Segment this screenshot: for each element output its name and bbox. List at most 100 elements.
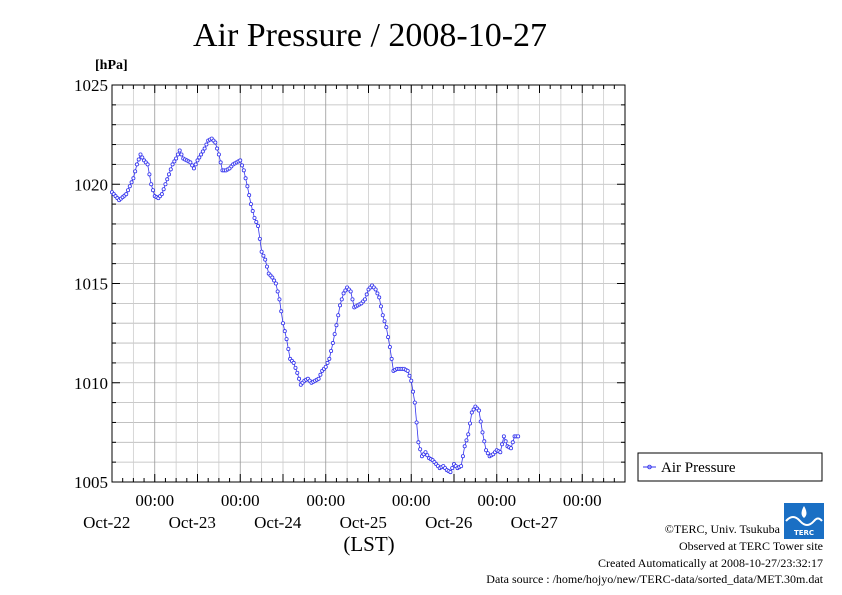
data-point: [177, 148, 182, 153]
credit-created: Created Automatically at 2008-10-27/23:3…: [598, 556, 823, 570]
data-point: [516, 434, 521, 439]
data-point: [165, 177, 170, 182]
data-point: [373, 287, 378, 292]
y-tick-label: 1015: [74, 275, 108, 294]
x-tick-date-label: Oct-23: [169, 513, 216, 532]
data-point: [257, 236, 262, 241]
data-point: [277, 297, 282, 302]
data-point: [484, 448, 489, 453]
data-point: [459, 464, 464, 469]
data-point: [418, 447, 423, 452]
data-point: [501, 434, 506, 439]
data-point: [216, 152, 221, 157]
data-point: [197, 155, 202, 160]
x-tick-date-label: Oct-25: [340, 513, 387, 532]
data-point: [133, 169, 138, 174]
data-point: [329, 348, 334, 353]
x-tick-time-label: 00:00: [392, 491, 431, 510]
data-point: [279, 309, 284, 314]
data-point: [136, 157, 141, 162]
data-point: [480, 430, 485, 435]
credit-source: Data source : /home/hojyo/new/TERC-data/…: [486, 572, 823, 586]
x-tick-time-label: 00:00: [135, 491, 174, 510]
data-point: [350, 297, 355, 302]
data-point: [238, 158, 243, 163]
data-point: [124, 192, 129, 197]
data-point: [423, 450, 428, 455]
data-point: [316, 376, 321, 381]
data-point: [247, 193, 252, 198]
x-tick-date-label: Oct-27: [511, 513, 559, 532]
data-point: [416, 440, 421, 445]
data-point: [364, 292, 369, 297]
data-point: [286, 346, 291, 351]
data-point: [150, 188, 155, 193]
x-tick-time-label: 00:00: [306, 491, 345, 510]
data-point: [172, 159, 177, 164]
data-point: [179, 152, 184, 157]
data-point: [411, 389, 416, 394]
y-tick-label: 1025: [74, 76, 108, 95]
x-tick-date-label: Oct-22: [83, 513, 130, 532]
data-point: [318, 372, 323, 377]
x-axis: 00:00Oct-2200:00Oct-2300:00Oct-2400:00Oc…: [83, 85, 615, 532]
data-point: [280, 321, 285, 326]
data-point: [448, 470, 453, 475]
data-point: [389, 356, 394, 361]
data-point: [140, 155, 145, 160]
y-axis: 1005 1010 1015 1020 1025: [74, 76, 625, 492]
data-point: [147, 172, 152, 177]
data-point: [204, 142, 209, 147]
data-point: [166, 172, 171, 177]
data-point: [243, 176, 248, 181]
legend-box: [637, 452, 823, 482]
data-point: [378, 304, 383, 309]
data-point: [252, 215, 257, 220]
data-point: [190, 163, 195, 168]
data-point: [163, 182, 168, 187]
data-point: [263, 257, 268, 262]
data-point: [138, 152, 143, 157]
data-point: [126, 188, 131, 193]
data-point: [256, 223, 261, 228]
x-axis-label: (LST): [343, 532, 394, 556]
data-point: [175, 152, 180, 157]
terc-logo-text: TERC: [794, 529, 814, 537]
data-point: [450, 466, 455, 471]
data-point: [485, 451, 490, 456]
data-point: [405, 368, 410, 373]
data-point: [241, 168, 246, 173]
data-point: [159, 192, 164, 197]
data-point: [272, 278, 277, 283]
data-point: [273, 281, 278, 286]
data-point: [343, 288, 348, 293]
data-point: [341, 291, 346, 296]
data-point: [199, 152, 204, 157]
data-point: [295, 370, 300, 375]
data-point: [245, 184, 250, 189]
data-point: [336, 313, 341, 318]
legend-label: Air Pressure: [661, 460, 736, 476]
data-point: [466, 432, 471, 437]
data-point: [127, 184, 132, 189]
data-point: [362, 297, 367, 302]
data-point: [248, 202, 253, 207]
grid: [112, 85, 625, 482]
data-point: [264, 264, 269, 269]
data-point: [297, 376, 302, 381]
data-point: [469, 410, 474, 415]
data-point: [348, 289, 353, 294]
data-point: [259, 249, 264, 254]
data-point: [200, 149, 205, 154]
y-tick-label: 1010: [74, 374, 108, 393]
data-point: [503, 439, 508, 444]
data-point: [131, 176, 136, 181]
data-point: [468, 421, 473, 426]
data-point: [387, 345, 392, 350]
data-point: [482, 439, 487, 444]
data-point: [168, 167, 173, 172]
data-point: [464, 438, 469, 443]
y-axis-unit: [hPa]: [95, 58, 128, 73]
data-point: [261, 253, 266, 258]
